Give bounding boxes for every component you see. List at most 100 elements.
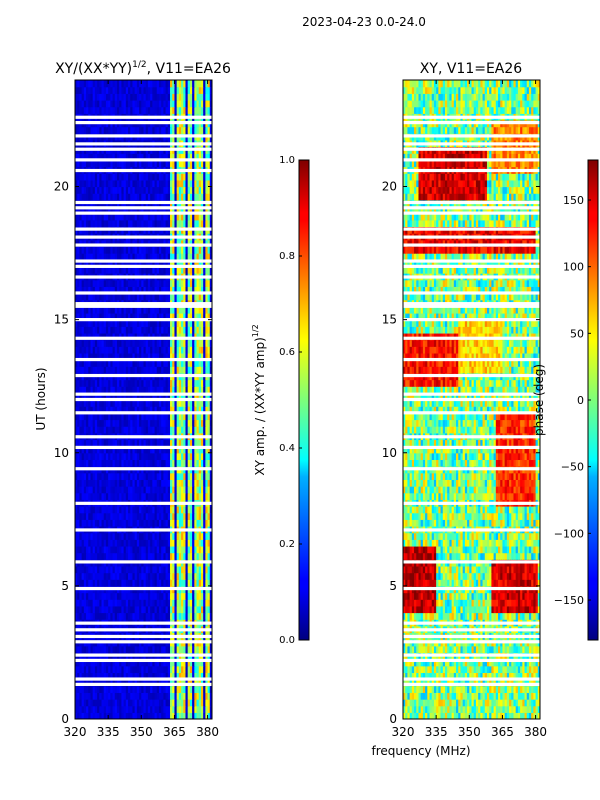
amp-cell	[105, 712, 109, 719]
amp-cell	[75, 659, 78, 667]
amp-cell	[150, 599, 153, 607]
amp-cell	[97, 685, 100, 693]
amp-cell	[174, 512, 178, 520]
amp-cell	[125, 539, 129, 547]
amp-cell	[154, 332, 158, 341]
amp-cell	[205, 266, 209, 274]
amp-cell	[154, 579, 158, 587]
amp-cell	[139, 346, 142, 354]
amp-cell	[139, 279, 142, 287]
amp-cell	[81, 486, 85, 494]
amp-cell	[183, 532, 187, 540]
amp-cell	[128, 452, 131, 461]
amp-cell	[125, 366, 129, 374]
amp-cell	[139, 545, 142, 554]
amp-cell	[94, 612, 98, 620]
amp-cell	[158, 472, 162, 480]
amp-cell	[187, 459, 191, 467]
amp-cell	[194, 692, 198, 700]
amp-cell	[128, 539, 131, 547]
amp-cell	[125, 219, 129, 228]
amp-cell	[105, 366, 109, 374]
amp-cell	[187, 705, 191, 713]
amp-cell	[189, 319, 193, 327]
amp-cell	[161, 339, 164, 347]
amp-cell	[143, 392, 147, 401]
amp-cell	[92, 599, 96, 607]
amp-cell	[112, 339, 116, 347]
amp-cell	[141, 446, 145, 454]
amp-cell	[130, 605, 134, 614]
amp-cell	[132, 186, 136, 194]
amp-cell	[79, 193, 83, 201]
amp-cell	[101, 452, 105, 461]
amp-cell	[77, 599, 81, 607]
amp-cell	[163, 253, 167, 261]
amp-cell	[150, 386, 153, 394]
amp-cell	[108, 665, 111, 674]
amp-cell	[165, 186, 169, 194]
amp-cell	[75, 605, 78, 614]
amp-cell	[141, 592, 145, 600]
amp-cell	[103, 592, 107, 600]
amp-cell	[154, 326, 158, 334]
amp-cell	[123, 253, 127, 261]
amp-cell	[156, 332, 160, 341]
amp-cell	[141, 406, 145, 414]
amp-cell	[150, 286, 153, 294]
figure-title: 2023-04-23 0.0-24.0	[302, 15, 426, 29]
amp-cell	[163, 266, 167, 274]
amp-cell	[145, 692, 149, 700]
amp-cell	[150, 259, 153, 267]
amp-cell	[150, 605, 153, 614]
amp-cell	[128, 179, 131, 188]
amp-cell	[174, 386, 178, 394]
amp-cell	[103, 259, 107, 267]
amp-cell	[112, 665, 116, 674]
amp-cell	[161, 506, 164, 514]
amp-cell	[105, 266, 109, 274]
amp-cell	[92, 332, 96, 341]
amp-cell	[105, 452, 109, 461]
amp-cell	[209, 406, 212, 414]
amp-cell	[83, 452, 87, 461]
amp-cell	[86, 599, 89, 607]
amp-cell	[196, 479, 200, 487]
amp-cell	[110, 253, 114, 261]
amp-cell	[163, 512, 167, 520]
amp-cell	[116, 379, 120, 387]
amp-cell	[114, 519, 118, 527]
amp-cell	[139, 472, 142, 480]
amp-cell	[181, 605, 184, 614]
amp-cell	[116, 419, 120, 427]
amp-cell	[207, 219, 211, 228]
amp-cell	[205, 532, 209, 540]
amp-cell	[154, 712, 158, 719]
amp-cell	[187, 186, 191, 194]
amp-cell	[86, 665, 89, 674]
amp-cell	[158, 279, 162, 287]
amp-cell	[108, 186, 111, 194]
amp-cell	[176, 699, 180, 707]
amp-cell	[196, 599, 200, 607]
amp-cell	[99, 266, 103, 274]
amp-cell	[130, 332, 134, 341]
amp-cell	[205, 486, 209, 494]
amp-cell	[167, 692, 171, 700]
amp-cell	[108, 705, 111, 713]
amp-cell	[163, 692, 167, 700]
amp-cell	[86, 479, 89, 487]
amp-cell	[132, 712, 136, 719]
amp-cell	[189, 519, 193, 527]
amp-cell	[97, 213, 100, 221]
amp-cell	[194, 419, 198, 427]
amp-cell	[101, 472, 105, 480]
amp-cell	[141, 286, 145, 294]
amp-cell	[114, 665, 118, 674]
amp-cell	[116, 286, 120, 294]
amp-cell	[183, 213, 187, 221]
amp-cell	[139, 386, 142, 394]
amp-cell	[97, 392, 100, 401]
amp-cell	[178, 426, 182, 434]
amp-cell	[86, 346, 89, 354]
